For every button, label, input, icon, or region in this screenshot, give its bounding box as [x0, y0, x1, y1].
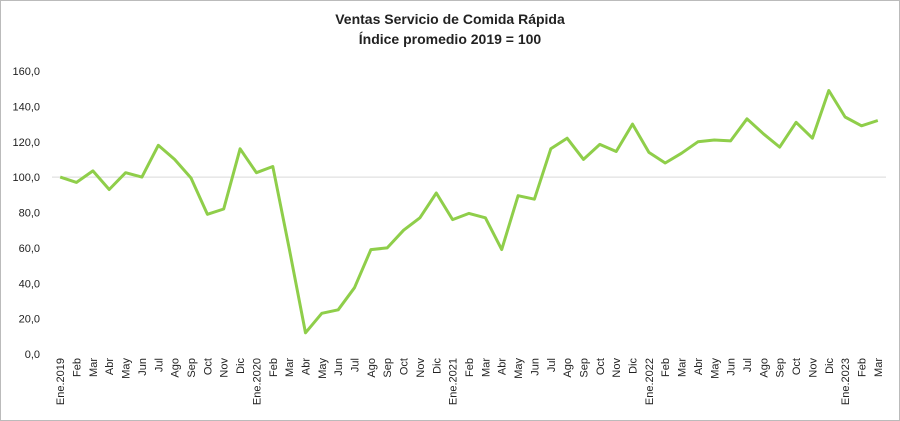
y-tick-label: 160,0	[12, 66, 40, 78]
x-tick-label: Jun	[529, 358, 541, 376]
x-tick-label: Ago	[562, 358, 574, 378]
x-tick-label: Abr	[300, 358, 312, 375]
y-tick-label: 0,0	[25, 349, 40, 361]
y-tick-label: 120,0	[12, 137, 40, 149]
x-tick-label: Feb	[72, 358, 84, 377]
x-tick-label: Sep	[186, 358, 198, 378]
x-tick-label: Feb	[660, 358, 672, 377]
x-tick-label: Abr	[693, 358, 705, 375]
y-tick-label: 80,0	[19, 208, 40, 220]
x-tick-label: Ene.2021	[448, 358, 460, 405]
x-tick-label: Ene.2023	[840, 358, 852, 405]
x-tick-label: Ago	[170, 358, 182, 378]
x-tick-label: Feb	[856, 358, 868, 377]
x-tick-label: Jul	[153, 358, 165, 372]
x-tick-label: Ene.2020	[251, 358, 263, 405]
y-tick-label: 100,0	[12, 172, 40, 184]
x-tick-label: Jul	[546, 358, 558, 372]
x-tick-label: Abr	[497, 358, 509, 375]
y-tick-label: 20,0	[19, 314, 40, 326]
y-tick-label: 40,0	[19, 278, 40, 290]
x-tick-label: Ene.2022	[644, 358, 656, 405]
x-tick-label: Mar	[873, 358, 885, 377]
x-tick-label: Mar	[284, 358, 296, 377]
x-tick-label: Jun	[726, 358, 738, 376]
x-tick-label: Dic	[431, 358, 443, 374]
line	[59, 89, 879, 335]
x-tick-label: Feb	[268, 358, 280, 377]
x-tick-label: Mar	[480, 358, 492, 377]
chart-subtitle: Índice promedio 2019 = 100	[359, 31, 542, 47]
y-tick-label: 60,0	[19, 243, 40, 255]
x-tick-label: Dic	[824, 358, 836, 374]
x-tick-label: Jul	[350, 358, 362, 372]
x-tick-label: Sep	[578, 358, 590, 378]
x-tick-label: Oct	[202, 358, 214, 375]
chart-title: Ventas Servicio de Comida Rápida	[335, 11, 565, 27]
x-tick-label: Ago	[758, 358, 770, 378]
x-tick-label: May	[709, 358, 721, 379]
x-tick-label: Oct	[791, 358, 803, 375]
x-tick-label: Abr	[104, 358, 116, 375]
x-tick-label: Dic	[235, 358, 247, 374]
x-tick-label: Mar	[88, 358, 100, 377]
x-tick-label: Oct	[595, 358, 607, 375]
x-tick-label: Nov	[219, 358, 231, 378]
x-tick-label: May	[317, 358, 329, 379]
x-tick-label: Jun	[137, 358, 149, 376]
x-tick-label: Ago	[366, 358, 378, 378]
x-tick-label: Feb	[464, 358, 476, 377]
x-tick-label: Nov	[807, 358, 819, 378]
x-tick-label: Nov	[415, 358, 427, 378]
x-tick-label: May	[513, 358, 525, 379]
x-tick-label: Sep	[382, 358, 394, 378]
y-tick-label: 140,0	[12, 101, 40, 113]
x-tick-label: Oct	[399, 358, 411, 375]
x-tick-label: Ene.2019	[55, 358, 67, 405]
x-tick-label: Sep	[775, 358, 787, 378]
x-tick-label: Dic	[628, 358, 640, 374]
x-tick-label: Jul	[742, 358, 754, 372]
x-tick-label: Mar	[677, 358, 689, 377]
x-tick-label: May	[121, 358, 133, 379]
x-tick-label: Nov	[611, 358, 623, 378]
x-tick-label: Jun	[333, 358, 345, 376]
